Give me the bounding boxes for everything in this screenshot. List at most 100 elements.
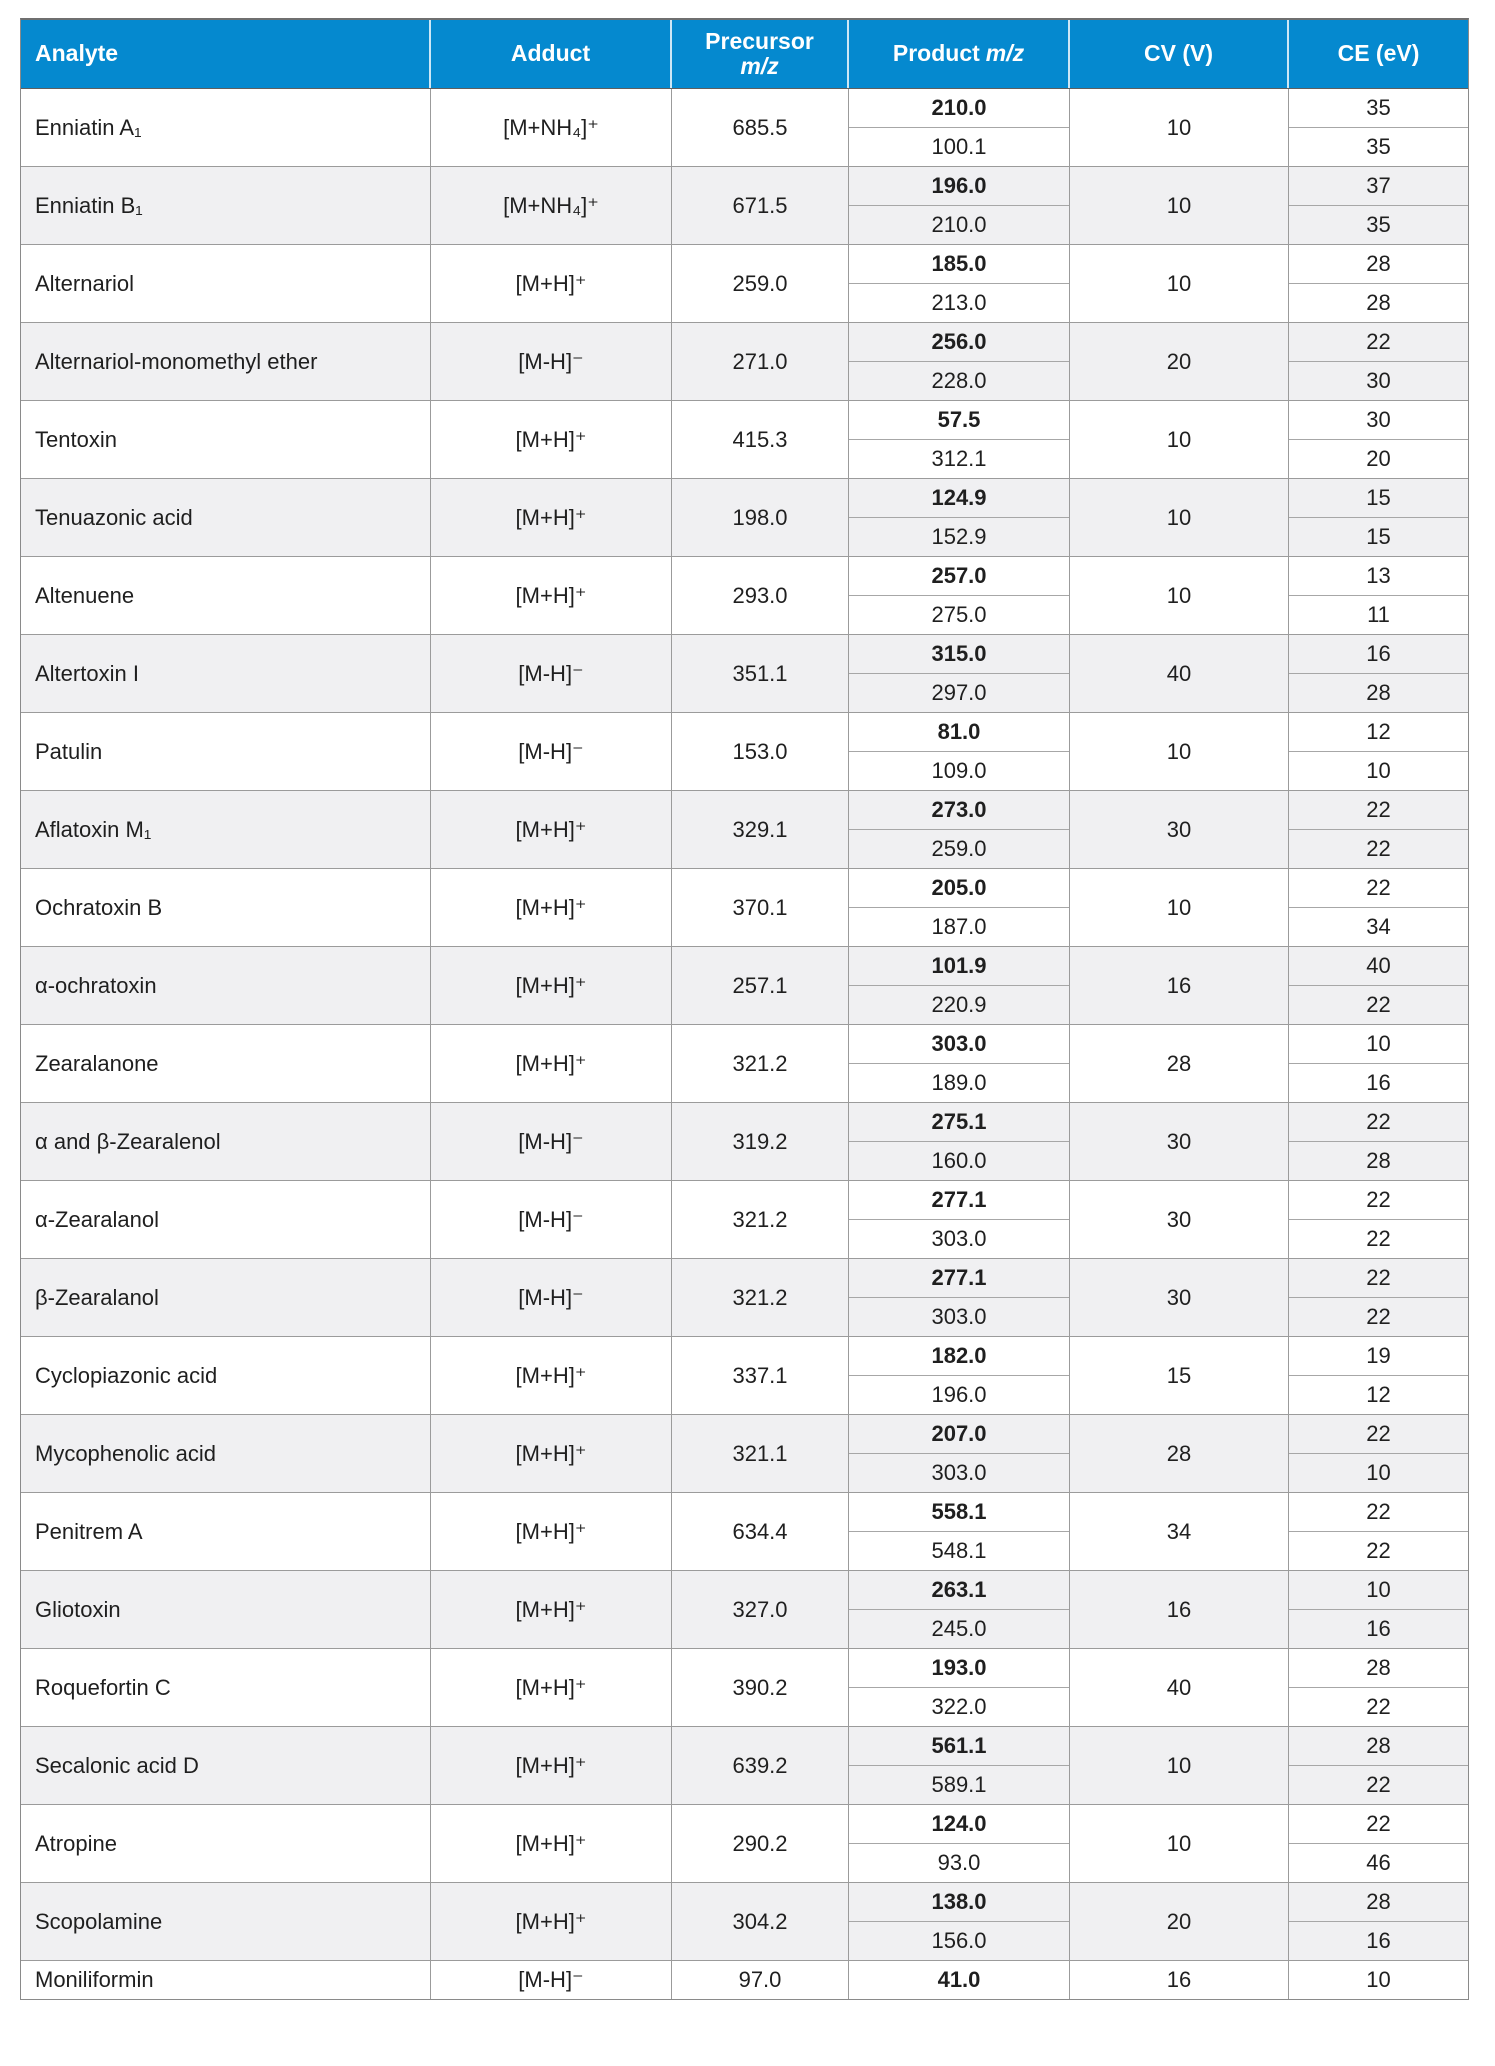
product-mz-value: 263.1 [931,1577,987,1602]
adduct-value: [M-H]⁻ [431,1961,672,1999]
mrm-transitions-table: Analyte Adduct Precursor m/z Product m/z… [20,18,1469,2000]
adduct-value: [M+H]⁺ [431,869,672,946]
table-header-row: Analyte Adduct Precursor m/z Product m/z… [21,20,1468,89]
ce-value: 35 [1366,95,1391,120]
cv-value: 10 [1070,401,1289,478]
ce-cell: 22 28 [1289,1103,1468,1180]
adduct-value: [M+H]⁺ [431,1727,672,1804]
column-header-cv: CV (V) [1070,20,1289,88]
table-row: Enniatin A₁ [M+NH₄]⁺ 685.5 210.0 100.1 10 35 35 [21,89,1468,167]
precursor-mz-value: 329.1 [672,791,849,868]
analyte-name: Altenuene [21,557,431,634]
product-mz-cell: 193.0 322.0 [849,1649,1070,1726]
adduct-value: [M-H]⁻ [431,635,672,712]
analyte-name: Aflatoxin M₁ [21,791,431,868]
cv-value: 28 [1070,1415,1289,1492]
product-mz-value: 275.1 [931,1109,987,1134]
product-mz-value: 303.0 [849,1219,1069,1258]
ce-value: 28 [1289,673,1468,712]
product-mz-value: 303.0 [849,1297,1069,1336]
product-mz-value: 322.0 [849,1687,1069,1726]
ce-value: 30 [1289,361,1468,400]
analyte-name: Alternariol [21,245,431,322]
cv-value: 30 [1070,1103,1289,1180]
product-mz-value: 303.0 [931,1031,987,1056]
product-mz-value: 277.1 [931,1187,987,1212]
product-mz-cell: 41.0 [849,1961,1070,1999]
ce-value: 22 [1366,797,1391,822]
cv-value: 10 [1070,557,1289,634]
adduct-value: [M+H]⁺ [431,479,672,556]
adduct-value: [M-H]⁻ [431,323,672,400]
adduct-value: [M-H]⁻ [431,1259,672,1336]
cv-value: 10 [1070,245,1289,322]
analyte-name: Penitrem A [21,1493,431,1570]
ce-value: 22 [1289,829,1468,868]
product-mz-value: 196.0 [931,173,987,198]
column-header-adduct: Adduct [431,20,672,88]
table-row: Mycophenolic acid [M+H]⁺ 321.1 207.0 303.0 28… [21,1415,1468,1493]
product-mz-value: 41.0 [937,1967,981,1992]
cv-value: 30 [1070,791,1289,868]
adduct-value: [M+H]⁺ [431,1337,672,1414]
product-mz-value: 312.1 [849,439,1069,478]
product-mz-value: 185.0 [931,251,987,276]
product-mz-value: 259.0 [849,829,1069,868]
product-mz-value: 189.0 [849,1063,1069,1102]
ce-cell: 37 35 [1289,167,1468,244]
product-mz-value: 558.1 [931,1499,987,1524]
column-header-analyte: Analyte [21,20,431,88]
product-mz-cell: 256.0 228.0 [849,323,1070,400]
product-mz-value: 124.9 [931,485,987,510]
adduct-value: [M+H]⁺ [431,557,672,634]
table-row: Zearalanone [M+H]⁺ 321.2 303.0 189.0 28 10 16 [21,1025,1468,1103]
table-row: Enniatin B₁ [M+NH₄]⁺ 671.5 196.0 210.0 10 37 35 [21,167,1468,245]
precursor-mz-value: 321.2 [672,1025,849,1102]
adduct-value: [M+H]⁺ [431,1883,672,1960]
precursor-mz-value: 198.0 [672,479,849,556]
analyte-name: Mycophenolic acid [21,1415,431,1492]
precursor-mz-value: 390.2 [672,1649,849,1726]
ce-cell: 35 35 [1289,89,1468,166]
product-word: Product [892,40,980,67]
table-row: Tentoxin [M+H]⁺ 415.3 57.5 312.1 10 30 20 [21,401,1468,479]
precursor-mz-value: 259.0 [672,245,849,322]
ce-value: 10 [1289,1453,1468,1492]
ce-value: 10 [1366,1577,1391,1602]
table-row: Gliotoxin [M+H]⁺ 327.0 263.1 245.0 16 10 16 [21,1571,1468,1649]
product-mz-cell: 182.0 196.0 [849,1337,1070,1414]
analyte-name: Enniatin A₁ [21,89,431,166]
ce-value: 16 [1289,1063,1468,1102]
product-mz-value: 138.0 [931,1889,987,1914]
precursor-mz-italic: m/z [740,53,779,79]
product-mz-value: 256.0 [931,329,987,354]
cv-value: 40 [1070,1649,1289,1726]
analyte-name: Moniliformin [21,1961,431,1999]
cv-value: 10 [1070,713,1289,790]
cv-value: 10 [1070,1727,1289,1804]
cv-value: 10 [1070,479,1289,556]
adduct-value: [M+H]⁺ [431,245,672,322]
product-mz-value: 124.0 [931,1811,987,1836]
product-mz-value: 160.0 [849,1141,1069,1180]
precursor-mz-value: 321.2 [672,1181,849,1258]
ce-cell: 22 30 [1289,323,1468,400]
precursor-mz-value: 351.1 [672,635,849,712]
table-row: Atropine [M+H]⁺ 290.2 124.0 93.0 10 22 46 [21,1805,1468,1883]
adduct-value: [M+NH₄]⁺ [431,89,672,166]
product-mz-value: 220.9 [849,985,1069,1024]
cv-value: 30 [1070,1259,1289,1336]
product-mz-cell: 185.0 213.0 [849,245,1070,322]
adduct-value: [M+H]⁺ [431,1571,672,1648]
precursor-mz-value: 370.1 [672,869,849,946]
ce-value: 15 [1366,485,1391,510]
product-mz-value: 561.1 [931,1733,987,1758]
ce-cell: 30 20 [1289,401,1468,478]
precursor-mz-value: 321.2 [672,1259,849,1336]
product-mz-cell: 273.0 259.0 [849,791,1070,868]
analyte-name: Secalonic acid D [21,1727,431,1804]
analyte-name: Roquefortin C [21,1649,431,1726]
product-mz-value: 228.0 [849,361,1069,400]
product-mz-value: 213.0 [849,283,1069,322]
precursor-mz-value: 327.0 [672,1571,849,1648]
